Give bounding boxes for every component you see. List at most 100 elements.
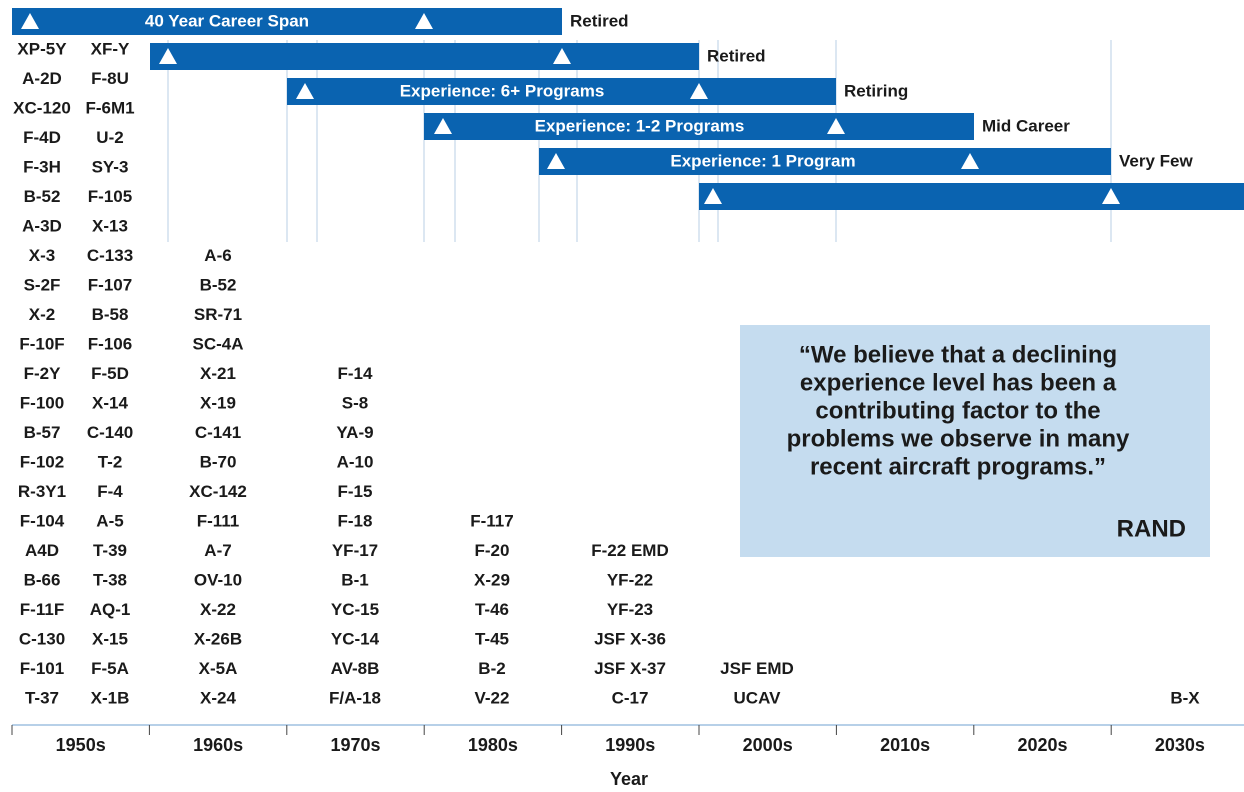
triangle-marker (21, 13, 39, 29)
aircraft-label: F-11F (20, 600, 64, 619)
aircraft-label: YC-15 (331, 600, 379, 619)
aircraft-label: OV-10 (194, 570, 242, 589)
aircraft-label: SC-4A (192, 334, 243, 353)
aircraft-label: YC-14 (331, 629, 380, 648)
aircraft-label: AQ-1 (90, 600, 131, 619)
aircraft-label: X-5A (199, 659, 238, 678)
aircraft-label: X-26B (194, 629, 242, 648)
aircraft-label: S-8 (342, 393, 368, 412)
aircraft-label: A-3D (22, 216, 62, 235)
decade-label: 2000s (743, 735, 793, 755)
triangle-marker (415, 13, 433, 29)
aircraft-label: A-10 (337, 452, 374, 471)
aircraft-label: F-18 (338, 511, 373, 530)
career-bar (150, 43, 699, 70)
triangle-marker (547, 153, 565, 169)
aircraft-label: F-117 (470, 511, 513, 530)
aircraft-label: X-29 (474, 570, 510, 589)
aircraft-label: C-140 (87, 423, 133, 442)
triangle-marker (690, 83, 708, 99)
aircraft-label: XC-142 (189, 482, 247, 501)
aircraft-label: F-111 (197, 511, 240, 530)
aircraft-label: F-101 (20, 659, 64, 678)
aircraft-label: B-2 (478, 659, 505, 678)
triangle-marker (159, 48, 177, 64)
bar-status: Retired (570, 11, 629, 30)
triangle-marker (553, 48, 571, 64)
decade-label: 2030s (1155, 735, 1205, 755)
aircraft-label: B-57 (24, 423, 61, 442)
aircraft-label: XP-5Y (17, 39, 67, 58)
aircraft-label: B-52 (24, 187, 61, 206)
aircraft-label: YF-22 (607, 570, 653, 589)
aircraft-label: A-5 (96, 511, 123, 530)
aircraft-label: F/A-18 (329, 688, 381, 707)
aircraft-label: C-141 (195, 423, 241, 442)
aircraft-label: C-133 (87, 246, 133, 265)
decade-label: 1960s (193, 735, 243, 755)
aircraft-label: YF-23 (607, 600, 653, 619)
career-bar (287, 78, 836, 105)
quote-line: contributing factor to the (815, 397, 1100, 424)
aircraft-label: T-39 (93, 541, 127, 560)
aircraft-label: F-10F (19, 334, 64, 353)
bar-label: Experience: 1-2 Programs (535, 116, 745, 135)
aircraft-label: F-2Y (24, 364, 62, 383)
triangle-marker (827, 118, 845, 134)
aircraft-label: F-4 (97, 482, 123, 501)
aircraft-label: F-20 (475, 541, 510, 560)
quote-line: experience level has been a (800, 369, 1117, 396)
bar-status: Very Few (1119, 151, 1193, 170)
aircraft-label: F-105 (88, 187, 132, 206)
triangle-marker (704, 188, 722, 204)
aircraft-label: YA-9 (336, 423, 373, 442)
aircraft-label: YF-17 (332, 541, 378, 560)
aircraft-label: SR-71 (194, 305, 242, 324)
aircraft-label: F-100 (20, 393, 64, 412)
aircraft-label: F-4D (23, 128, 61, 147)
aircraft-label: B-70 (200, 452, 237, 471)
aircraft-label: T-46 (475, 600, 509, 619)
aircraft-label: T-2 (98, 452, 123, 471)
bar-label: Experience: 6+ Programs (400, 81, 605, 100)
aircraft-label: S-2F (24, 275, 61, 294)
aircraft-label: F-15 (338, 482, 373, 501)
triangle-marker (1102, 188, 1120, 204)
aircraft-label: X-15 (92, 629, 128, 648)
aircraft-label: T-37 (25, 688, 59, 707)
aircraft-label: B-58 (92, 305, 129, 324)
quote-line: “We believe that a declining (799, 341, 1117, 368)
quote-line: recent aircraft programs.” (810, 453, 1106, 480)
aircraft-label: SY-3 (92, 157, 129, 176)
decade-label: 2010s (880, 735, 930, 755)
triangle-marker (961, 153, 979, 169)
aircraft-label: F-106 (88, 334, 132, 353)
decade-label: 1970s (330, 735, 380, 755)
bar-status: Retired (707, 46, 766, 65)
aircraft-label: C-17 (612, 688, 649, 707)
aircraft-label: T-45 (475, 629, 509, 648)
aircraft-label: X-13 (92, 216, 128, 235)
aircraft-label: UCAV (734, 688, 782, 707)
decade-label: 1980s (468, 735, 518, 755)
aircraft-label: X-14 (92, 393, 128, 412)
decade-label: 1990s (605, 735, 655, 755)
aircraft-label: X-19 (200, 393, 236, 412)
aircraft-label: C-130 (19, 629, 65, 648)
triangle-marker (296, 83, 314, 99)
aircraft-label: JSF X-37 (594, 659, 666, 678)
aircraft-label: F-8U (91, 69, 129, 88)
decade-label: 2020s (1017, 735, 1067, 755)
aircraft-label: X-3 (29, 246, 55, 265)
triangle-marker (434, 118, 452, 134)
aircraft-label: B-66 (24, 570, 61, 589)
aircraft-label: F-6M1 (85, 98, 134, 117)
aircraft-label: A-6 (204, 246, 231, 265)
aircraft-label: A-7 (204, 541, 231, 560)
aircraft-label: X-24 (200, 688, 236, 707)
aircraft-label: F-22 EMD (591, 541, 668, 560)
decade-label: 1950s (56, 735, 106, 755)
aircraft-label: B-1 (341, 570, 368, 589)
aircraft-label: V-22 (475, 688, 510, 707)
